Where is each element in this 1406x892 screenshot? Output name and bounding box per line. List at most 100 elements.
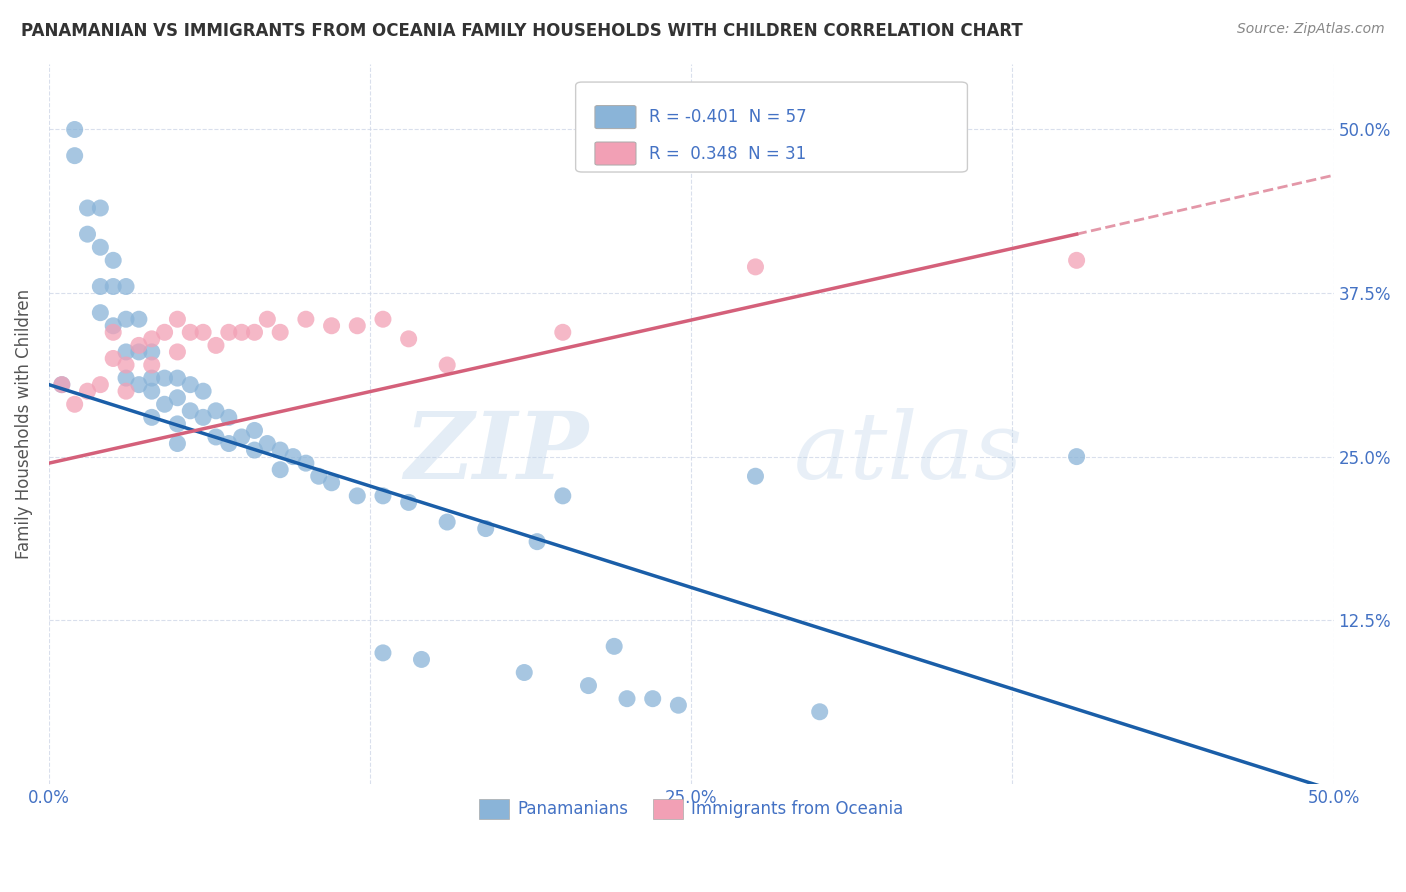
Point	[269, 463, 291, 477]
Point	[371, 646, 394, 660]
Point	[115, 345, 138, 359]
Point	[321, 475, 343, 490]
Point	[603, 640, 626, 654]
Point	[551, 326, 574, 340]
Point	[63, 397, 86, 411]
Point	[103, 326, 125, 340]
Point	[89, 279, 111, 293]
FancyBboxPatch shape	[595, 142, 636, 165]
Point	[166, 345, 188, 359]
Point	[191, 326, 214, 340]
Point	[436, 358, 458, 372]
Point	[128, 338, 150, 352]
Point	[63, 149, 86, 163]
Point	[89, 377, 111, 392]
Point	[166, 391, 188, 405]
Point	[551, 489, 574, 503]
Point	[616, 691, 638, 706]
Point	[179, 404, 201, 418]
Point	[51, 377, 73, 392]
Point	[218, 410, 240, 425]
Text: atlas: atlas	[794, 408, 1024, 498]
Point	[103, 318, 125, 333]
Point	[76, 201, 98, 215]
Point	[179, 326, 201, 340]
Point	[128, 312, 150, 326]
Point	[115, 358, 138, 372]
Point	[115, 279, 138, 293]
Text: R =  0.348  N = 31: R = 0.348 N = 31	[648, 145, 806, 162]
Point	[218, 436, 240, 450]
Point	[103, 279, 125, 293]
Point	[89, 201, 111, 215]
Point	[578, 679, 600, 693]
Point	[269, 443, 291, 458]
Point	[128, 345, 150, 359]
Point	[141, 358, 163, 372]
Point	[115, 384, 138, 399]
Point	[411, 652, 433, 666]
Point	[76, 384, 98, 399]
Point	[89, 240, 111, 254]
Point	[51, 377, 73, 392]
Point	[191, 410, 214, 425]
Point	[346, 318, 368, 333]
Point	[141, 332, 163, 346]
Point	[103, 253, 125, 268]
Point	[281, 450, 304, 464]
Point	[166, 436, 188, 450]
Point	[295, 456, 318, 470]
Point	[243, 424, 266, 438]
Point	[321, 318, 343, 333]
Point	[1066, 450, 1088, 464]
Point	[346, 489, 368, 503]
Text: Source: ZipAtlas.com: Source: ZipAtlas.com	[1237, 22, 1385, 37]
Point	[526, 534, 548, 549]
FancyBboxPatch shape	[595, 105, 636, 128]
Point	[308, 469, 330, 483]
Point	[179, 377, 201, 392]
Point	[89, 306, 111, 320]
Point	[141, 371, 163, 385]
Point	[243, 326, 266, 340]
Point	[166, 312, 188, 326]
Point	[371, 312, 394, 326]
Text: ZIP: ZIP	[405, 408, 589, 498]
Point	[115, 312, 138, 326]
Point	[141, 410, 163, 425]
Point	[668, 698, 690, 713]
Point	[295, 312, 318, 326]
Point	[63, 122, 86, 136]
Point	[205, 430, 228, 444]
Point	[76, 227, 98, 242]
Text: R = -0.401  N = 57: R = -0.401 N = 57	[648, 108, 807, 126]
Point	[641, 691, 664, 706]
Point	[243, 443, 266, 458]
Point	[744, 260, 766, 274]
Point	[398, 332, 420, 346]
Point	[128, 377, 150, 392]
Point	[269, 326, 291, 340]
Point	[218, 326, 240, 340]
Point	[141, 384, 163, 399]
Y-axis label: Family Households with Children: Family Households with Children	[15, 289, 32, 559]
Point	[744, 469, 766, 483]
Point	[256, 312, 278, 326]
Point	[474, 522, 496, 536]
FancyBboxPatch shape	[575, 82, 967, 172]
Point	[231, 430, 253, 444]
Point	[436, 515, 458, 529]
Point	[153, 397, 176, 411]
Text: PANAMANIAN VS IMMIGRANTS FROM OCEANIA FAMILY HOUSEHOLDS WITH CHILDREN CORRELATIO: PANAMANIAN VS IMMIGRANTS FROM OCEANIA FA…	[21, 22, 1022, 40]
Point	[808, 705, 831, 719]
Point	[153, 326, 176, 340]
Point	[513, 665, 536, 680]
Point	[1066, 253, 1088, 268]
Legend: Panamanians, Immigrants from Oceania: Panamanians, Immigrants from Oceania	[472, 792, 910, 826]
Point	[141, 345, 163, 359]
Point	[398, 495, 420, 509]
Point	[115, 371, 138, 385]
Point	[103, 351, 125, 366]
Point	[371, 489, 394, 503]
Point	[205, 404, 228, 418]
